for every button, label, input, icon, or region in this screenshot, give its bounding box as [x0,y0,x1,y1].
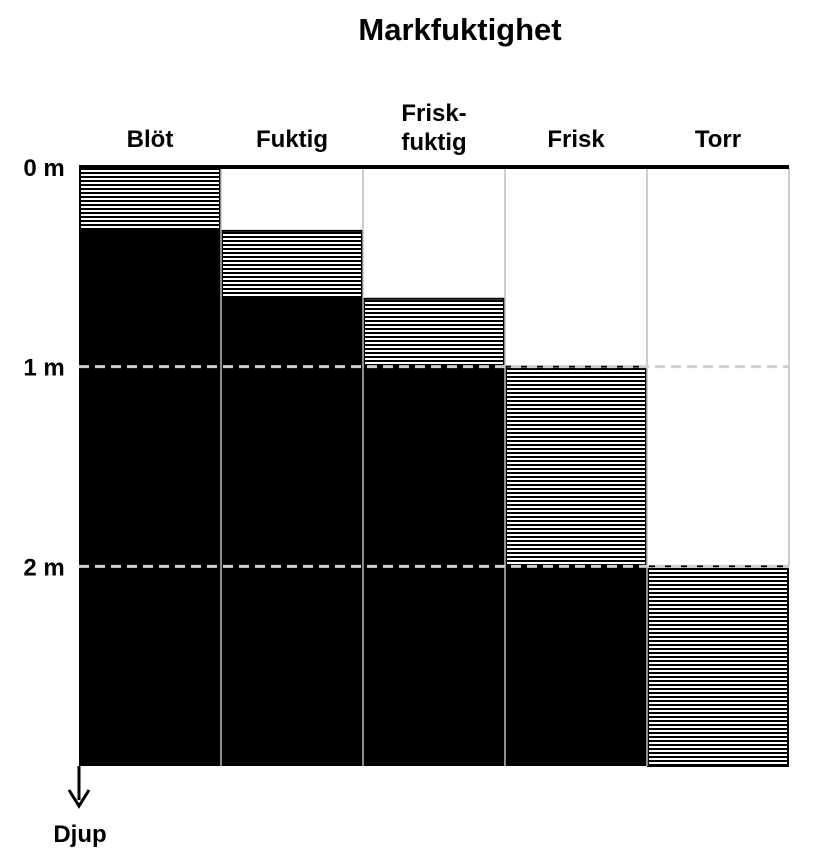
solid-layer [505,566,647,766]
striped-layer [505,366,647,567]
depth-axis-arrow-icon [67,789,91,809]
striped-layer-border [647,565,789,767]
solid-layer [221,298,363,766]
column-label: Frisk- [401,100,466,127]
column-label: Fuktig [256,126,328,153]
striped-layer [79,167,221,231]
depth-axis-label: Djup [53,821,106,848]
column-label: Frisk [547,126,605,153]
depth-label: 1 m [23,355,64,382]
column-label: fuktig [401,129,466,156]
depth-label: 2 m [23,554,64,581]
solid-layer [79,230,221,767]
striped-layer [647,566,789,766]
diagram-title: Markfuktighet [358,12,561,47]
striped-layer [363,298,505,367]
column-label: Torr [695,126,741,153]
depth-label: 0 m [23,155,64,182]
striped-layer [221,230,363,299]
column-label: Blöt [127,126,174,153]
